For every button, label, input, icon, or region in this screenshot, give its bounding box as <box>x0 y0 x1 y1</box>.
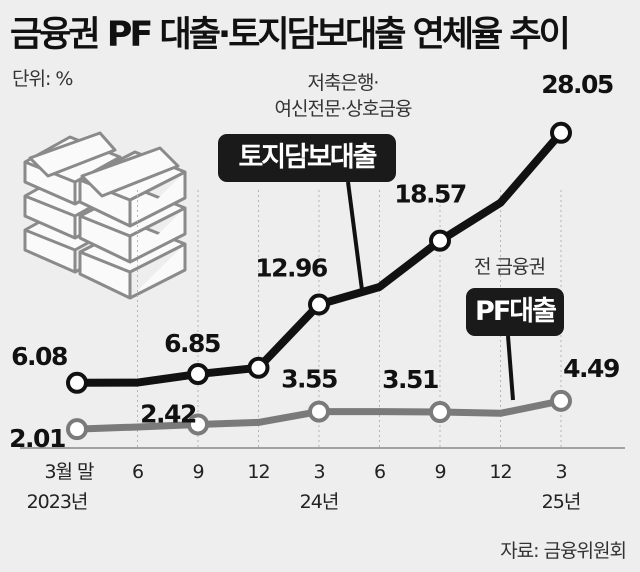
data-label: 2.42 <box>140 399 196 428</box>
data-point <box>187 413 209 436</box>
data-point <box>550 121 572 144</box>
x-tick-label: 9 <box>192 461 203 483</box>
callout-pointer-pf <box>506 335 515 401</box>
x-tick-label: 6 <box>374 461 385 483</box>
data-point <box>187 363 209 386</box>
data-label: 4.49 <box>563 354 619 383</box>
series-land-loan: 6.08 6.85 12.96 18.57 28.05 <box>11 70 614 394</box>
data-point <box>429 401 451 424</box>
year-label: 25년 <box>542 491 581 513</box>
chart-title: 금융권 PF 대출·토지담보대출 연체율 추이 <box>10 15 571 55</box>
data-label: 6.85 <box>164 329 220 358</box>
year-label: 24년 <box>300 491 339 513</box>
x-tick-label: 3 <box>555 461 566 483</box>
data-point <box>66 371 88 394</box>
x-tick-label: 12 <box>489 461 511 483</box>
data-label: 6.08 <box>11 342 67 371</box>
x-tick-label: 12 <box>247 461 269 483</box>
data-point <box>550 389 572 412</box>
x-tick-label: 9 <box>434 461 445 483</box>
source-note: 자료: 금융위원회 <box>500 540 627 562</box>
group-label-line1: 저축은행· <box>307 72 380 94</box>
x-tick-label: 6 <box>132 461 143 483</box>
data-point <box>308 400 330 423</box>
x-tick-label: 3월 말 <box>44 461 94 483</box>
data-label: 3.51 <box>382 365 438 394</box>
money-stack-illustration <box>23 131 187 300</box>
pf-group-label: 전 금융권 <box>474 256 546 278</box>
callout-pointer-land <box>346 181 364 291</box>
series-tag-pf-loan: PF대출 <box>466 288 564 336</box>
group-label-line2: 여신전문·상호금융 <box>274 98 413 120</box>
data-point <box>308 293 330 316</box>
data-point <box>429 229 451 252</box>
x-tick-label: 3 <box>313 461 324 483</box>
data-point <box>247 356 270 379</box>
year-label: 2023년 <box>27 491 88 513</box>
data-point <box>66 418 88 441</box>
unit-label: 단위: % <box>12 68 73 90</box>
data-label: 12.96 <box>255 254 328 283</box>
land-loan-group-label: 저축은행· 여신전문·상호금융 <box>268 70 418 122</box>
data-label: 2.01 <box>9 424 65 453</box>
series-tag-land-loan: 토지담보대출 <box>218 134 396 182</box>
series-pf-loan: 2.01 2.42 3.55 3.51 4.49 <box>9 354 620 453</box>
data-label: 3.55 <box>281 365 337 394</box>
data-label: 28.05 <box>541 70 613 99</box>
data-label: 18.57 <box>394 180 466 209</box>
